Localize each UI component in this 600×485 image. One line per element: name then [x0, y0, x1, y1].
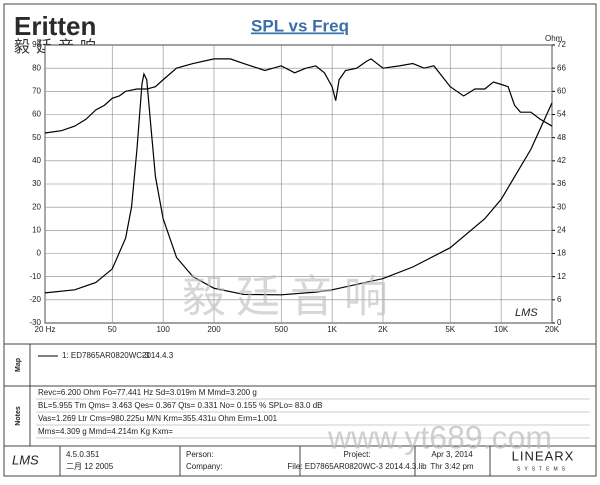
- plot-badge: LMS: [515, 307, 538, 319]
- y2-tick-label: 18: [557, 249, 566, 258]
- y-tick-label: 20: [32, 202, 41, 211]
- note-line: BL=5.955 Tm Qms= 3.463 Qes= 0.367 Qts= 0…: [38, 401, 322, 410]
- x-tick-label: 500: [275, 325, 289, 334]
- y-tick-label: 60: [32, 110, 41, 119]
- notes: Revc=6.200 Ohm Fo=77.441 Hz Sd=3.019m M …: [36, 388, 590, 439]
- y-tick-label: 40: [32, 156, 41, 165]
- plot: -30 -20 -10 0 10 20 30 40 50 60 70 80 90 0 6 12 18 24 30 36…: [29, 40, 566, 334]
- note-line: Revc=6.200 Ohm Fo=77.441 Hz Sd=3.019m M …: [38, 388, 257, 397]
- y2-tick-label: 12: [557, 272, 566, 281]
- panel-label: Map: [15, 358, 22, 372]
- y2-tick-label: 24: [557, 225, 566, 234]
- x-tick-label: 20 Hz: [35, 325, 56, 334]
- y-tick-label: -20: [29, 295, 41, 304]
- x-tick-label: 1K: [327, 325, 337, 334]
- series-line: [44, 72, 553, 296]
- y2-axis-label: Ohm: [545, 34, 563, 43]
- logo-brand: Eritten: [14, 11, 96, 41]
- chart-title: SPL vs Freq: [251, 16, 349, 35]
- x-tick-label: 5K: [445, 325, 455, 334]
- footer-app: LMS: [12, 452, 39, 467]
- y2-tick-label: 36: [557, 179, 566, 188]
- footer-company: Company:: [186, 462, 222, 471]
- footer-version: 4.5.0.351: [66, 450, 100, 459]
- y-tick-label: 70: [32, 86, 41, 95]
- footer-vendor: LINEARX: [512, 448, 575, 463]
- footer-file: File: ED7865AR0820WC-3 2014.4.3.lib: [287, 462, 427, 471]
- y2-tick-label: 66: [557, 63, 566, 72]
- x-tick-label: 50: [108, 325, 117, 334]
- y2-tick-label: 6: [557, 295, 562, 304]
- y-tick-label: -10: [29, 272, 41, 281]
- watermark-url: www.yt689.com: [327, 419, 552, 455]
- note-line: Mms=4.309 g Mmd=4.214m Kg Kxm=: [38, 427, 173, 436]
- watermark-chinese: 毅廷音响: [182, 273, 398, 322]
- note-line: Vas=1.269 Ltr Cms=980.225u M/N Krm=355.4…: [38, 414, 278, 423]
- y2-tick-label: 60: [557, 86, 566, 95]
- x-tick-label: 200: [207, 325, 221, 334]
- footer-date: Apr 3, 2014: [431, 450, 473, 459]
- x-tick-label: 10K: [494, 325, 509, 334]
- legend-date: 2014.4.3: [142, 351, 174, 360]
- y2-tick-label: 54: [557, 110, 566, 119]
- x-tick-label: 20K: [545, 325, 560, 334]
- y-tick-label: 10: [32, 225, 41, 234]
- y-tick-label: -30: [29, 318, 41, 327]
- y-tick-label: 30: [32, 179, 41, 188]
- y-tick-label: 0: [37, 249, 42, 258]
- footer-build-date: 二月 12 2005: [66, 462, 114, 471]
- panel-label: Notes: [15, 406, 22, 426]
- legend-entry: 1: ED7865AR0820WC-3: [62, 351, 150, 360]
- y2-tick-label: 48: [557, 133, 566, 142]
- y2-tick-label: 72: [557, 40, 566, 49]
- y2-tick-label: 42: [557, 156, 566, 165]
- footer-time: Thr 3:42 pm: [430, 462, 473, 471]
- footer-person: Person:: [186, 450, 214, 459]
- x-tick-label: 100: [156, 325, 170, 334]
- x-tick-label: 2K: [378, 325, 388, 334]
- series-line: [44, 58, 553, 134]
- y2-tick-label: 0: [557, 318, 562, 327]
- y-tick-label: 50: [32, 133, 41, 142]
- y-tick-label: 80: [32, 63, 41, 72]
- footer-vendor-sub: SYSTEMS: [517, 466, 569, 472]
- y-tick-label: 90: [32, 40, 41, 49]
- y2-tick-label: 30: [557, 202, 566, 211]
- footer-project: Project:: [343, 450, 370, 459]
